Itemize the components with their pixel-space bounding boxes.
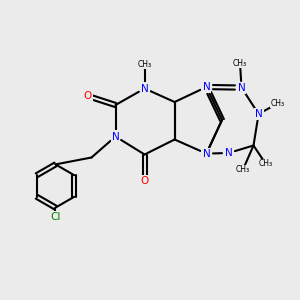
Text: CH₃: CH₃ [236, 165, 250, 174]
Text: O: O [83, 91, 92, 101]
Text: CH₃: CH₃ [270, 99, 285, 108]
Text: N: N [202, 82, 210, 92]
Text: N: N [202, 148, 210, 159]
Text: CH₃: CH₃ [137, 60, 152, 69]
Text: CH₃: CH₃ [233, 58, 247, 68]
Text: N: N [255, 109, 262, 119]
Text: N: N [238, 82, 245, 93]
Text: N: N [225, 148, 232, 158]
Text: N: N [141, 83, 148, 94]
Text: Cl: Cl [50, 212, 61, 222]
Text: CH₃: CH₃ [258, 159, 273, 168]
Text: O: O [140, 176, 149, 186]
Text: N: N [112, 131, 119, 142]
